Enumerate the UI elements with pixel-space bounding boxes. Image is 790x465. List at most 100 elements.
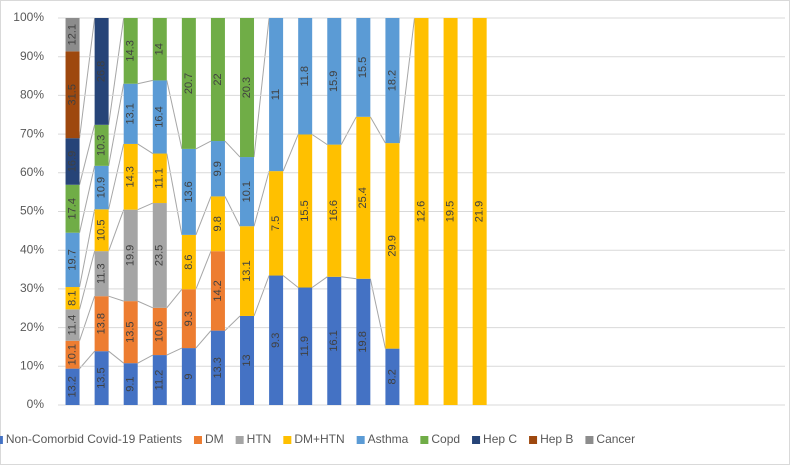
series-line xyxy=(79,165,96,233)
bar-segment xyxy=(210,196,225,252)
legend-swatch xyxy=(529,436,538,444)
data-label: 11.2 xyxy=(154,370,166,391)
series-line xyxy=(166,347,183,356)
bar-segment xyxy=(152,18,167,81)
y-tick-label: 50% xyxy=(20,204,44,218)
series-line xyxy=(79,124,96,185)
data-label: 19.5 xyxy=(444,201,456,222)
bar-segment xyxy=(65,184,80,233)
data-label: 13 xyxy=(241,354,253,366)
data-label: 19.7 xyxy=(66,249,78,270)
bar-segment xyxy=(414,18,429,405)
data-label: 29.9 xyxy=(386,235,398,256)
data-label: 9.1 xyxy=(125,376,137,391)
data-label: 12.6 xyxy=(415,201,427,222)
bar-segment xyxy=(356,278,371,405)
data-label: 13.1 xyxy=(241,260,253,281)
y-tick-label: 30% xyxy=(20,281,44,295)
y-tick-label: 0% xyxy=(27,397,45,411)
bar-segment xyxy=(269,171,284,276)
bar-segment xyxy=(65,287,80,310)
data-label: 20.7 xyxy=(183,73,195,94)
bar-segment xyxy=(94,351,109,405)
data-label: 19.8 xyxy=(357,331,369,352)
bar-segment xyxy=(269,18,284,172)
data-label: 14.3 xyxy=(125,40,137,61)
data-label: 20.3 xyxy=(241,77,253,98)
series-line xyxy=(79,350,95,369)
bar-segment xyxy=(152,153,167,204)
legend-label: Copd xyxy=(431,432,460,446)
bar-segment xyxy=(123,143,138,210)
data-label: 31.5 xyxy=(66,84,78,105)
data-label: 19.9 xyxy=(125,245,137,266)
series-line xyxy=(398,17,415,144)
bar-segment xyxy=(65,340,80,369)
bar-segment xyxy=(94,251,109,297)
series-line xyxy=(282,275,299,288)
series-line xyxy=(79,209,96,288)
series-line xyxy=(137,300,153,309)
data-label: 11.4 xyxy=(66,315,78,336)
series-line xyxy=(195,251,212,290)
data-label: 16.1 xyxy=(328,330,340,351)
series-line xyxy=(224,315,241,331)
legend-label: Cancer xyxy=(596,432,635,446)
data-label: 7.5 xyxy=(270,216,282,231)
data-label: 13.8 xyxy=(96,313,108,334)
legend-label: HTN xyxy=(247,432,272,446)
legend-label: DM xyxy=(205,432,224,446)
data-label: 14.3 xyxy=(125,166,137,187)
y-tick-label: 70% xyxy=(20,126,44,140)
legend: Non-Comorbid Covid-19 Patients DM HTN DM+HT… xyxy=(0,432,635,446)
legend-swatch xyxy=(356,436,365,444)
series-line xyxy=(79,17,96,139)
y-tick-label: 60% xyxy=(20,165,44,179)
bar-segment xyxy=(94,209,109,252)
data-label: 8.6 xyxy=(183,254,195,269)
legend-label: DM+HTN xyxy=(294,432,344,446)
y-tick-label: 90% xyxy=(20,49,44,63)
series-line xyxy=(341,276,357,280)
bar-segment xyxy=(123,363,138,405)
bar-segment xyxy=(356,18,371,117)
series-line xyxy=(369,278,386,349)
bar-segment xyxy=(94,165,109,210)
data-label: 16.4 xyxy=(154,106,166,127)
series-line xyxy=(340,116,357,145)
data-label: 8.2 xyxy=(386,369,398,384)
bar-segment xyxy=(327,276,342,405)
data-label: 15.5 xyxy=(357,57,369,78)
bar-segment xyxy=(123,209,138,302)
data-label: 26.8 xyxy=(96,61,108,82)
bar-segment xyxy=(210,141,225,197)
bar-segment xyxy=(210,330,225,405)
data-label: 13.2 xyxy=(66,376,78,397)
bar-segment xyxy=(65,138,80,185)
bar-segment xyxy=(181,18,196,149)
legend-swatch xyxy=(472,436,481,444)
bar-segment xyxy=(385,348,400,405)
data-label: 16.6 xyxy=(328,200,340,221)
bar-segment xyxy=(240,226,255,316)
series-line xyxy=(137,202,153,211)
bar-segment xyxy=(443,18,458,405)
bar-segment xyxy=(181,148,196,235)
legend-swatch xyxy=(0,436,3,444)
bar-segment xyxy=(327,144,342,277)
y-tick-label: 10% xyxy=(20,358,44,372)
data-label: 12.1 xyxy=(66,24,78,45)
bar-segment xyxy=(181,348,196,405)
data-label: 22 xyxy=(212,73,224,85)
data-label: 14 xyxy=(154,43,166,55)
legend-label: Hep B xyxy=(540,432,573,446)
bar-segment xyxy=(240,157,255,227)
data-label: 13.5 xyxy=(125,321,137,342)
series-line xyxy=(108,143,125,210)
bar-segment xyxy=(94,124,109,166)
bar-segment xyxy=(240,315,255,405)
data-label: 11.3 xyxy=(96,263,108,284)
data-label: 8.1 xyxy=(66,291,78,306)
legend-label: Asthma xyxy=(368,432,409,446)
